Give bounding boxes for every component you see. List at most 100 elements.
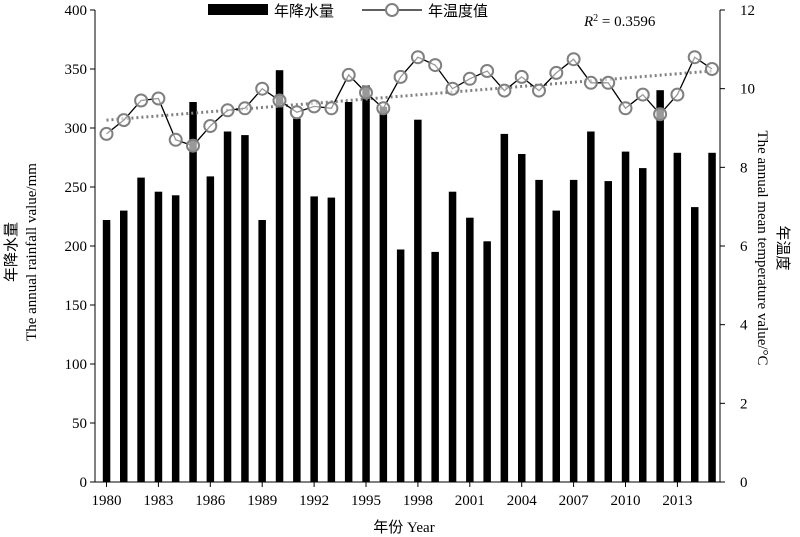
temperature-line [99,50,719,153]
temperature-point [462,71,477,86]
temperature-point [514,69,529,84]
temperature-point [289,105,304,120]
y-tick-label: 300 [65,121,88,137]
y-tick-label: 50 [72,416,87,432]
rainfall-bar [102,220,111,482]
x-tick-label: 1986 [195,493,226,509]
y-axis-title-en: The annual rainfall value/mm [24,163,40,341]
x-tick-label: 1992 [299,493,329,509]
temperature-point [532,83,546,98]
r-squared-annotation: R2 = 0.3596 [583,13,656,31]
temperature-point [255,81,270,96]
temperature-point [549,65,564,80]
temperature-point [341,67,356,82]
rainfall-bar [466,217,474,482]
temperature-point [237,101,252,116]
y-tick-label: 100 [65,357,88,373]
legend-bar-label: 年降水量 [274,2,334,20]
temperature-point [705,62,719,76]
y2-tick-label: 12 [740,3,755,19]
x-tick-label: 2007 [559,493,590,509]
temperature-point [687,50,702,65]
y2-tick-label: 0 [740,475,748,491]
x-tick-label: 1989 [247,493,277,509]
rainfall-bar [604,181,612,482]
rainfall-bar [431,251,439,482]
x-tick-label: 2013 [662,493,692,509]
rainfall-bar [639,168,647,482]
temperature-point [635,87,650,102]
legend-line-label: 年温度值 [428,2,488,20]
temperature-point [618,101,633,116]
temperature-point [168,132,183,147]
rainfall-bar [137,177,145,482]
rainfall-bar [275,70,284,482]
y-tick-label: 150 [65,298,88,314]
temperature-point [134,93,149,108]
x-tick-label: 1995 [351,493,381,509]
rainfall-bar [310,196,318,482]
rainfall-bar [448,191,457,482]
rainfall-bar [656,90,664,482]
rainfall-bar [518,154,526,482]
temperature-point [203,119,218,133]
x-axis-title: 年份 Year [373,519,434,536]
temperature-point [445,81,460,96]
rainfall-bar [327,197,336,482]
rainfall-bar [223,131,232,482]
rainfall-bar [414,119,422,482]
y2-axis-title-en: The annual mean temperature value/°C [754,130,770,365]
x-tick-label: 2004 [507,493,538,509]
temperature-point [583,75,598,90]
temperature-point [151,91,166,106]
rainfall-bar [587,131,595,482]
x-tick-label: 2001 [455,493,485,509]
temperature-point [116,113,131,128]
rainfall-bar [258,220,266,482]
y-tick-label: 0 [80,475,88,491]
x-tick-label: 2010 [611,493,641,509]
rainfall-bar [344,102,353,482]
y2-axis-title-cn: 年温度 [774,225,791,270]
rainfall-bar [500,133,509,482]
rainfall-bar [396,249,405,482]
y2-tick-label: 10 [740,82,755,98]
rainfall-bar [379,106,388,483]
y-tick-label: 250 [65,180,88,196]
temperature-point [601,75,616,90]
rainfall-bar [691,207,699,482]
temperature-point [497,83,512,98]
x-tick-label: 1998 [403,493,433,509]
y2-tick-label: 8 [740,160,748,176]
temperature-point [307,99,322,114]
x-tick-label: 1980 [92,493,122,509]
rainfall-bar [569,179,578,482]
rainfall-bar [673,152,682,483]
rainfall-bar [708,152,716,483]
rainfall-bars [102,70,716,483]
rainfall-bar [206,176,215,482]
temperature-point [186,138,200,153]
temperature-point [480,64,495,78]
y-axis-title-cn: 年降水量 [3,222,20,282]
rainfall-bar [154,191,163,482]
temperature-point [272,93,287,108]
y2-tick-label: 2 [740,396,748,412]
rainfall-bar [241,135,249,482]
rainfall-bar [189,102,197,482]
rainfall-bar [483,241,491,482]
temperature-point [359,85,373,100]
temperature-point [670,87,685,102]
axes: 0 50 100 150 200 250 300 350 400 0 2 4 6 8 10 12 1980 198… [65,3,756,509]
rainfall-bar [362,85,370,482]
y-tick-label: 400 [65,3,88,19]
r-squared-symbol: R [583,14,593,30]
rainfall-bar [621,151,630,482]
r-squared-exponent: 2 [593,13,598,24]
rainfall-bar [120,210,128,482]
y-tick-label: 200 [65,239,88,255]
legend: 年降水量 年温度值 [208,2,488,20]
temperature-point [99,126,114,141]
temperature-point [393,69,408,84]
